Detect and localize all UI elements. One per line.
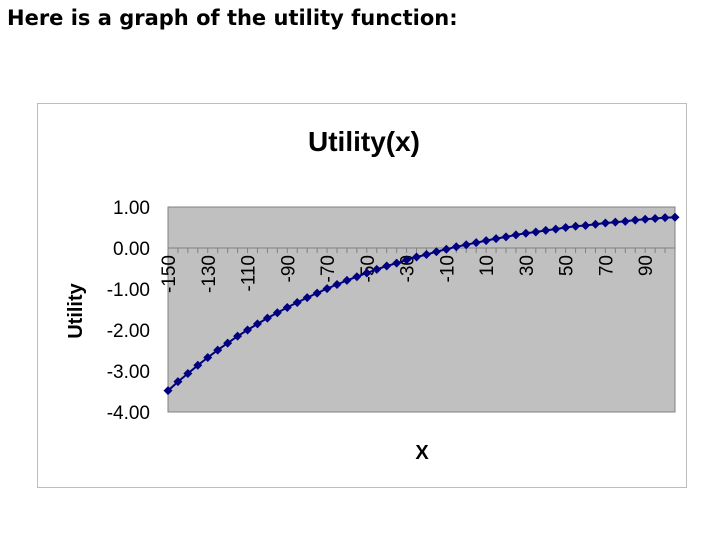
series-line [167,216,676,392]
data-point [342,275,352,285]
data-point [262,313,272,323]
data-point [620,216,630,226]
utility-chart: Utility(x) 1.000.00-1.00-2.00-3.00-4.00 … [65,126,680,464]
data-point [610,217,620,227]
x-tick-label: -150 [159,255,180,293]
data-point [233,331,243,341]
data-point [402,255,412,265]
x-tick-label: 30 [517,255,538,276]
y-tick-label: 0.00 [113,239,150,260]
data-point [660,213,670,223]
x-tick-label: 70 [596,255,617,276]
data-point [292,298,302,308]
y-tick-label: -1.00 [107,280,150,301]
x-axis: -150 -130 -110 -90 -70 -50 -30 -10 10 30 50 70 90 [159,247,676,293]
data-point [252,319,262,329]
data-point [382,261,392,271]
data-point [392,258,402,268]
data-point [471,238,481,248]
data-point [431,247,441,257]
data-point [223,338,233,348]
chart-title: Utility(x) [308,126,420,157]
data-point [332,279,342,289]
data-point [461,240,471,250]
x-tick-label: -110 [239,255,260,292]
x-axis-label: X [415,442,429,464]
data-point [302,293,312,303]
x-tick-label: -50 [358,255,379,282]
data-point [421,250,431,260]
plot-area [167,206,676,413]
data-point [213,345,223,355]
data-point [441,244,451,254]
x-tick-label: -130 [199,255,220,293]
data-point [640,214,650,224]
data-point [511,230,521,240]
data-point [650,213,660,223]
y-tick-label: 1.00 [113,198,150,219]
data-point [193,360,203,370]
slide-heading: Here is a graph of the utility function: [7,6,458,30]
data-point [183,368,193,378]
data-point [481,236,491,246]
data-point [163,386,173,396]
series-utility [163,212,680,396]
data-point [272,308,282,318]
y-tick-label: -4.00 [107,403,150,424]
data-point [670,212,680,222]
x-tick-label: 50 [557,255,578,276]
x-tick-label: 90 [636,255,657,276]
data-point [282,302,292,312]
y-axis-label: Utility [65,282,87,338]
x-tick-label: -10 [437,255,458,282]
data-point [312,288,322,298]
x-tick-label: -90 [278,255,299,282]
data-point [322,284,332,294]
data-point [412,252,422,262]
data-point [243,325,253,335]
data-point [491,234,501,244]
data-point [372,264,382,274]
data-point [521,228,531,238]
data-point [352,272,362,282]
data-point [173,377,183,387]
data-point [501,232,511,242]
data-point [590,219,600,229]
data-point [451,242,461,252]
x-tick-label: -70 [318,255,339,282]
data-point [362,268,372,278]
data-point [571,221,581,231]
y-tick-label: -3.00 [107,362,150,383]
data-point [203,352,213,362]
y-axis-ticks: 1.00 0.00 -1.00 -2.00 -3.00 -4.00 [107,198,150,424]
data-point [581,220,591,230]
data-point [600,218,610,228]
data-point [551,224,561,234]
y-tick-label: -2.00 [107,321,150,342]
data-point [630,215,640,225]
data-point [531,227,541,237]
x-tick-label: 10 [477,255,498,276]
chart-frame: Utility(x) 1.00 0.00 -1.00 -2.00 -3.00 -4.00 … [37,103,687,488]
data-point [561,223,571,232]
data-point [541,225,551,235]
